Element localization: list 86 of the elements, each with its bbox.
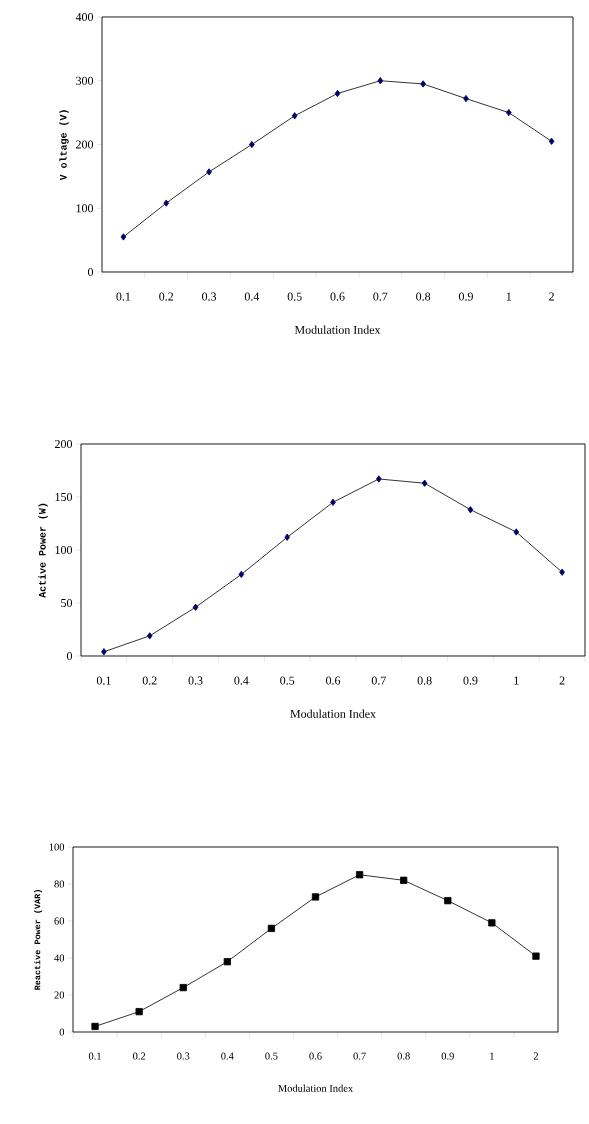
y-tick-label: 40 — [54, 954, 65, 962]
point — [400, 876, 408, 884]
y-tick-label: 60 — [54, 917, 65, 925]
point — [377, 77, 384, 85]
y-tick-label: 50 — [61, 598, 73, 608]
point — [146, 632, 153, 640]
x-tick-label: 0.5 — [265, 1052, 278, 1060]
x-tick-label: 0.9 — [463, 676, 478, 685]
y-tick-label: 200 — [55, 439, 73, 449]
x-axis-title: Modulation Index — [278, 1084, 353, 1092]
x-tick-label: 0.9 — [441, 1052, 454, 1060]
point — [311, 893, 320, 901]
point — [532, 952, 540, 960]
x-tick-label: 1 — [490, 1052, 494, 1060]
y-tick-label: 20 — [54, 991, 65, 999]
x-tick-label: 0.2 — [142, 676, 157, 685]
x-tick-label: 0.8 — [417, 676, 432, 685]
point — [179, 984, 187, 992]
x-axis-title: Modulation Index — [294, 325, 381, 334]
y-tick-label: 0 — [87, 267, 94, 277]
x-tick-label: 0.4 — [244, 292, 260, 301]
point — [223, 958, 231, 966]
y-tick-label: 150 — [55, 492, 73, 502]
x-tick-label: 0.8 — [416, 292, 431, 301]
x-tick-label: 0.5 — [287, 292, 302, 301]
x-tick-label: 0.1 — [88, 1052, 101, 1060]
x-tick-label: 2 — [549, 292, 554, 301]
x-tick-label: 0.2 — [132, 1052, 146, 1060]
y-tick-label: 100 — [49, 843, 65, 851]
x-tick-label: 0.1 — [96, 676, 111, 685]
point — [206, 168, 212, 176]
y-axis-title: Active Power (W) — [38, 503, 48, 598]
y-tick-label: 0 — [66, 651, 73, 661]
point — [420, 80, 426, 88]
x-tick-label: 0.6 — [309, 1052, 322, 1060]
point — [505, 109, 512, 117]
x-tick-label: 0.1 — [116, 292, 131, 301]
x-tick-label: 1 — [506, 292, 512, 301]
point — [559, 568, 565, 576]
x-tick-label: 0.7 — [371, 676, 386, 685]
point — [238, 570, 245, 578]
x-tick-label: 0.3 — [177, 1052, 190, 1060]
y-axis-title: V oltage (V) — [59, 110, 69, 181]
point — [421, 479, 428, 487]
x-tick-label: 1 — [514, 676, 519, 685]
x-tick-label: 2 — [533, 1052, 538, 1060]
x-tick-label: 0.7 — [353, 1052, 366, 1060]
point — [267, 924, 276, 932]
x-tick-label: 0.3 — [202, 292, 217, 301]
point — [101, 648, 107, 656]
point — [548, 137, 555, 145]
point — [120, 233, 127, 241]
point — [444, 897, 452, 905]
point — [163, 199, 170, 207]
y-tick-label: 300 — [76, 76, 94, 85]
x-tick-label: 0.7 — [373, 292, 388, 301]
point — [467, 506, 474, 514]
point — [91, 1022, 99, 1031]
y-axis-title: Reactive Power (VAR) — [34, 890, 42, 990]
x-tick-label: 0.3 — [188, 676, 203, 685]
x-tick-label: 0.6 — [330, 292, 345, 301]
x-axis-title: Modulation Index — [290, 709, 376, 718]
y-tick-label: 80 — [54, 880, 65, 888]
point — [135, 1008, 143, 1016]
x-tick-label: 0.8 — [397, 1052, 410, 1060]
point — [284, 533, 290, 541]
point — [334, 89, 341, 98]
y-tick-label: 200 — [76, 140, 94, 149]
y-tick-label: 400 — [75, 12, 94, 22]
x-tick-label: 2 — [559, 676, 565, 685]
point — [355, 871, 364, 879]
point — [513, 528, 520, 536]
x-tick-label: 0.6 — [325, 676, 341, 685]
y-tick-label: 100 — [55, 545, 73, 555]
y-tick-label: 100 — [76, 204, 94, 213]
x-tick-label: 0.9 — [458, 292, 473, 301]
x-tick-label: 0.4 — [221, 1052, 234, 1060]
y-tick-label: 0 — [59, 1028, 65, 1036]
x-tick-label: 0.4 — [234, 676, 249, 685]
x-tick-label: 0.2 — [159, 292, 174, 301]
point — [291, 112, 298, 120]
x-tick-label: 0.5 — [280, 676, 295, 685]
point — [330, 498, 336, 506]
point — [488, 919, 496, 927]
point — [192, 603, 199, 611]
point — [376, 475, 382, 483]
